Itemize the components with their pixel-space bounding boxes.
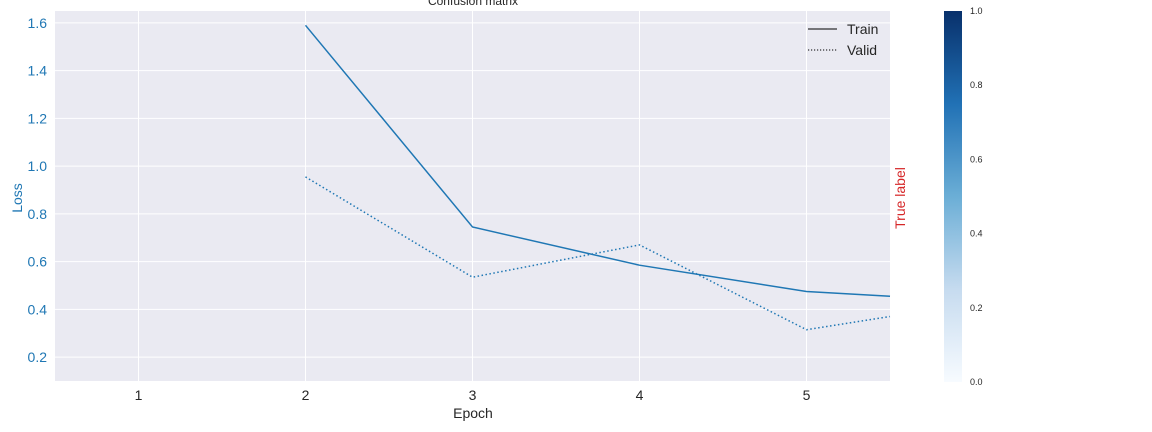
x-tick-label: 5 bbox=[803, 387, 811, 403]
y-tick-label: 0.2 bbox=[28, 349, 48, 365]
colorbar bbox=[944, 11, 962, 382]
series-valid-line bbox=[305, 176, 891, 331]
series-train-line bbox=[304, 24, 891, 298]
chart-title: Confusion matrix bbox=[428, 0, 518, 8]
x-tick-label: 2 bbox=[302, 387, 310, 403]
colorbar-tick-label: 0.2 bbox=[970, 303, 983, 313]
y-tick-label: 1.0 bbox=[28, 158, 48, 174]
series-layer bbox=[304, 24, 891, 331]
colorbar-tick-label: 0.8 bbox=[970, 80, 983, 90]
x-tick-labels: 1 2 3 4 5 bbox=[135, 387, 811, 403]
y-tick-labels: 0.2 0.4 0.6 0.8 1.0 1.2 1.4 1.6 bbox=[28, 15, 48, 365]
legend-train-label: Train bbox=[847, 21, 878, 37]
colorbar-tick-label: 0.6 bbox=[970, 154, 983, 164]
y-tick-label: 1.2 bbox=[28, 110, 48, 126]
colorbar-tick-label: 1.0 bbox=[970, 6, 983, 16]
x-tick-label: 3 bbox=[469, 387, 477, 403]
grid-lines bbox=[55, 11, 890, 381]
y-tick-label: 0.4 bbox=[28, 301, 48, 317]
x-tick-label: 4 bbox=[636, 387, 644, 403]
x-tick-label: 1 bbox=[135, 387, 143, 403]
colorbar-tick-label: 0.0 bbox=[970, 377, 983, 387]
legend-valid-label: Valid bbox=[847, 42, 877, 58]
y-tick-label: 0.6 bbox=[28, 254, 48, 270]
y-axis-label: Loss bbox=[9, 183, 25, 213]
y-tick-label: 1.4 bbox=[28, 63, 48, 79]
colorbar-tick-labels: 0.0 0.2 0.4 0.6 0.8 1.0 bbox=[970, 6, 983, 387]
legend: Train Valid bbox=[808, 21, 878, 58]
y-tick-label: 1.6 bbox=[28, 15, 48, 31]
colorbar-tick-label: 0.4 bbox=[970, 229, 983, 239]
y-tick-label: 0.8 bbox=[28, 206, 48, 222]
x-axis-label: Epoch bbox=[453, 405, 493, 421]
true-label: True label bbox=[892, 167, 908, 229]
